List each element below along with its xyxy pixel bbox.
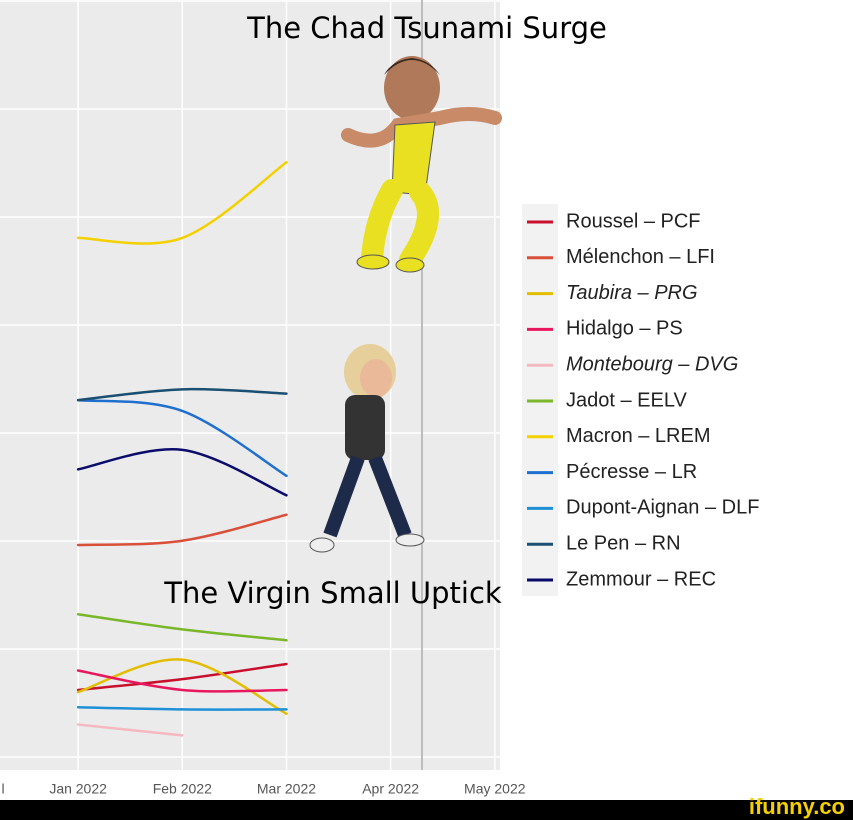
x-tick-label: Jan 2022 [49, 781, 107, 797]
x-tick-label: Apr 2022 [362, 781, 419, 797]
virgin-figure [309, 344, 425, 553]
legend-label: Dupont-Aignan – DLF [566, 497, 759, 519]
legend-label: Mélenchon – LFI [566, 246, 715, 268]
legend-label: Hidalgo – PS [566, 318, 683, 340]
legend-label: Roussel – PCF [566, 210, 701, 232]
x-tick-label: Mar 2022 [257, 781, 316, 797]
chart-title: The Chad Tsunami Surge [246, 11, 607, 45]
watermark: ifunny.co [749, 794, 845, 819]
series-line [76, 387, 288, 402]
series-line [76, 398, 288, 478]
x-tick-label: l [1, 781, 4, 797]
x-tick-label: May 2022 [464, 781, 526, 797]
legend-label: Jadot – EELV [566, 389, 687, 411]
series-line [76, 669, 288, 693]
series-line [76, 513, 288, 547]
series-line [76, 160, 288, 245]
series-line [76, 723, 184, 737]
footer-bar [0, 800, 853, 820]
legend-label: Macron – LREM [566, 425, 711, 447]
series-line [76, 448, 288, 497]
chart-subtitle: The Virgin Small Uptick [163, 576, 502, 610]
series-line [76, 658, 288, 715]
legend-label: Taubira – PRG [566, 282, 698, 304]
legend-label: Le Pen – RN [566, 532, 681, 554]
legend-label: Zemmour – REC [566, 568, 716, 590]
x-tick-label: Feb 2022 [153, 781, 212, 797]
series-line [76, 613, 288, 642]
chad-figure [341, 56, 502, 273]
legend-label: Pécresse – LR [566, 461, 697, 483]
legend-label: Montebourg – DVG [566, 353, 738, 375]
series-line [76, 662, 288, 692]
series-line [76, 706, 288, 711]
